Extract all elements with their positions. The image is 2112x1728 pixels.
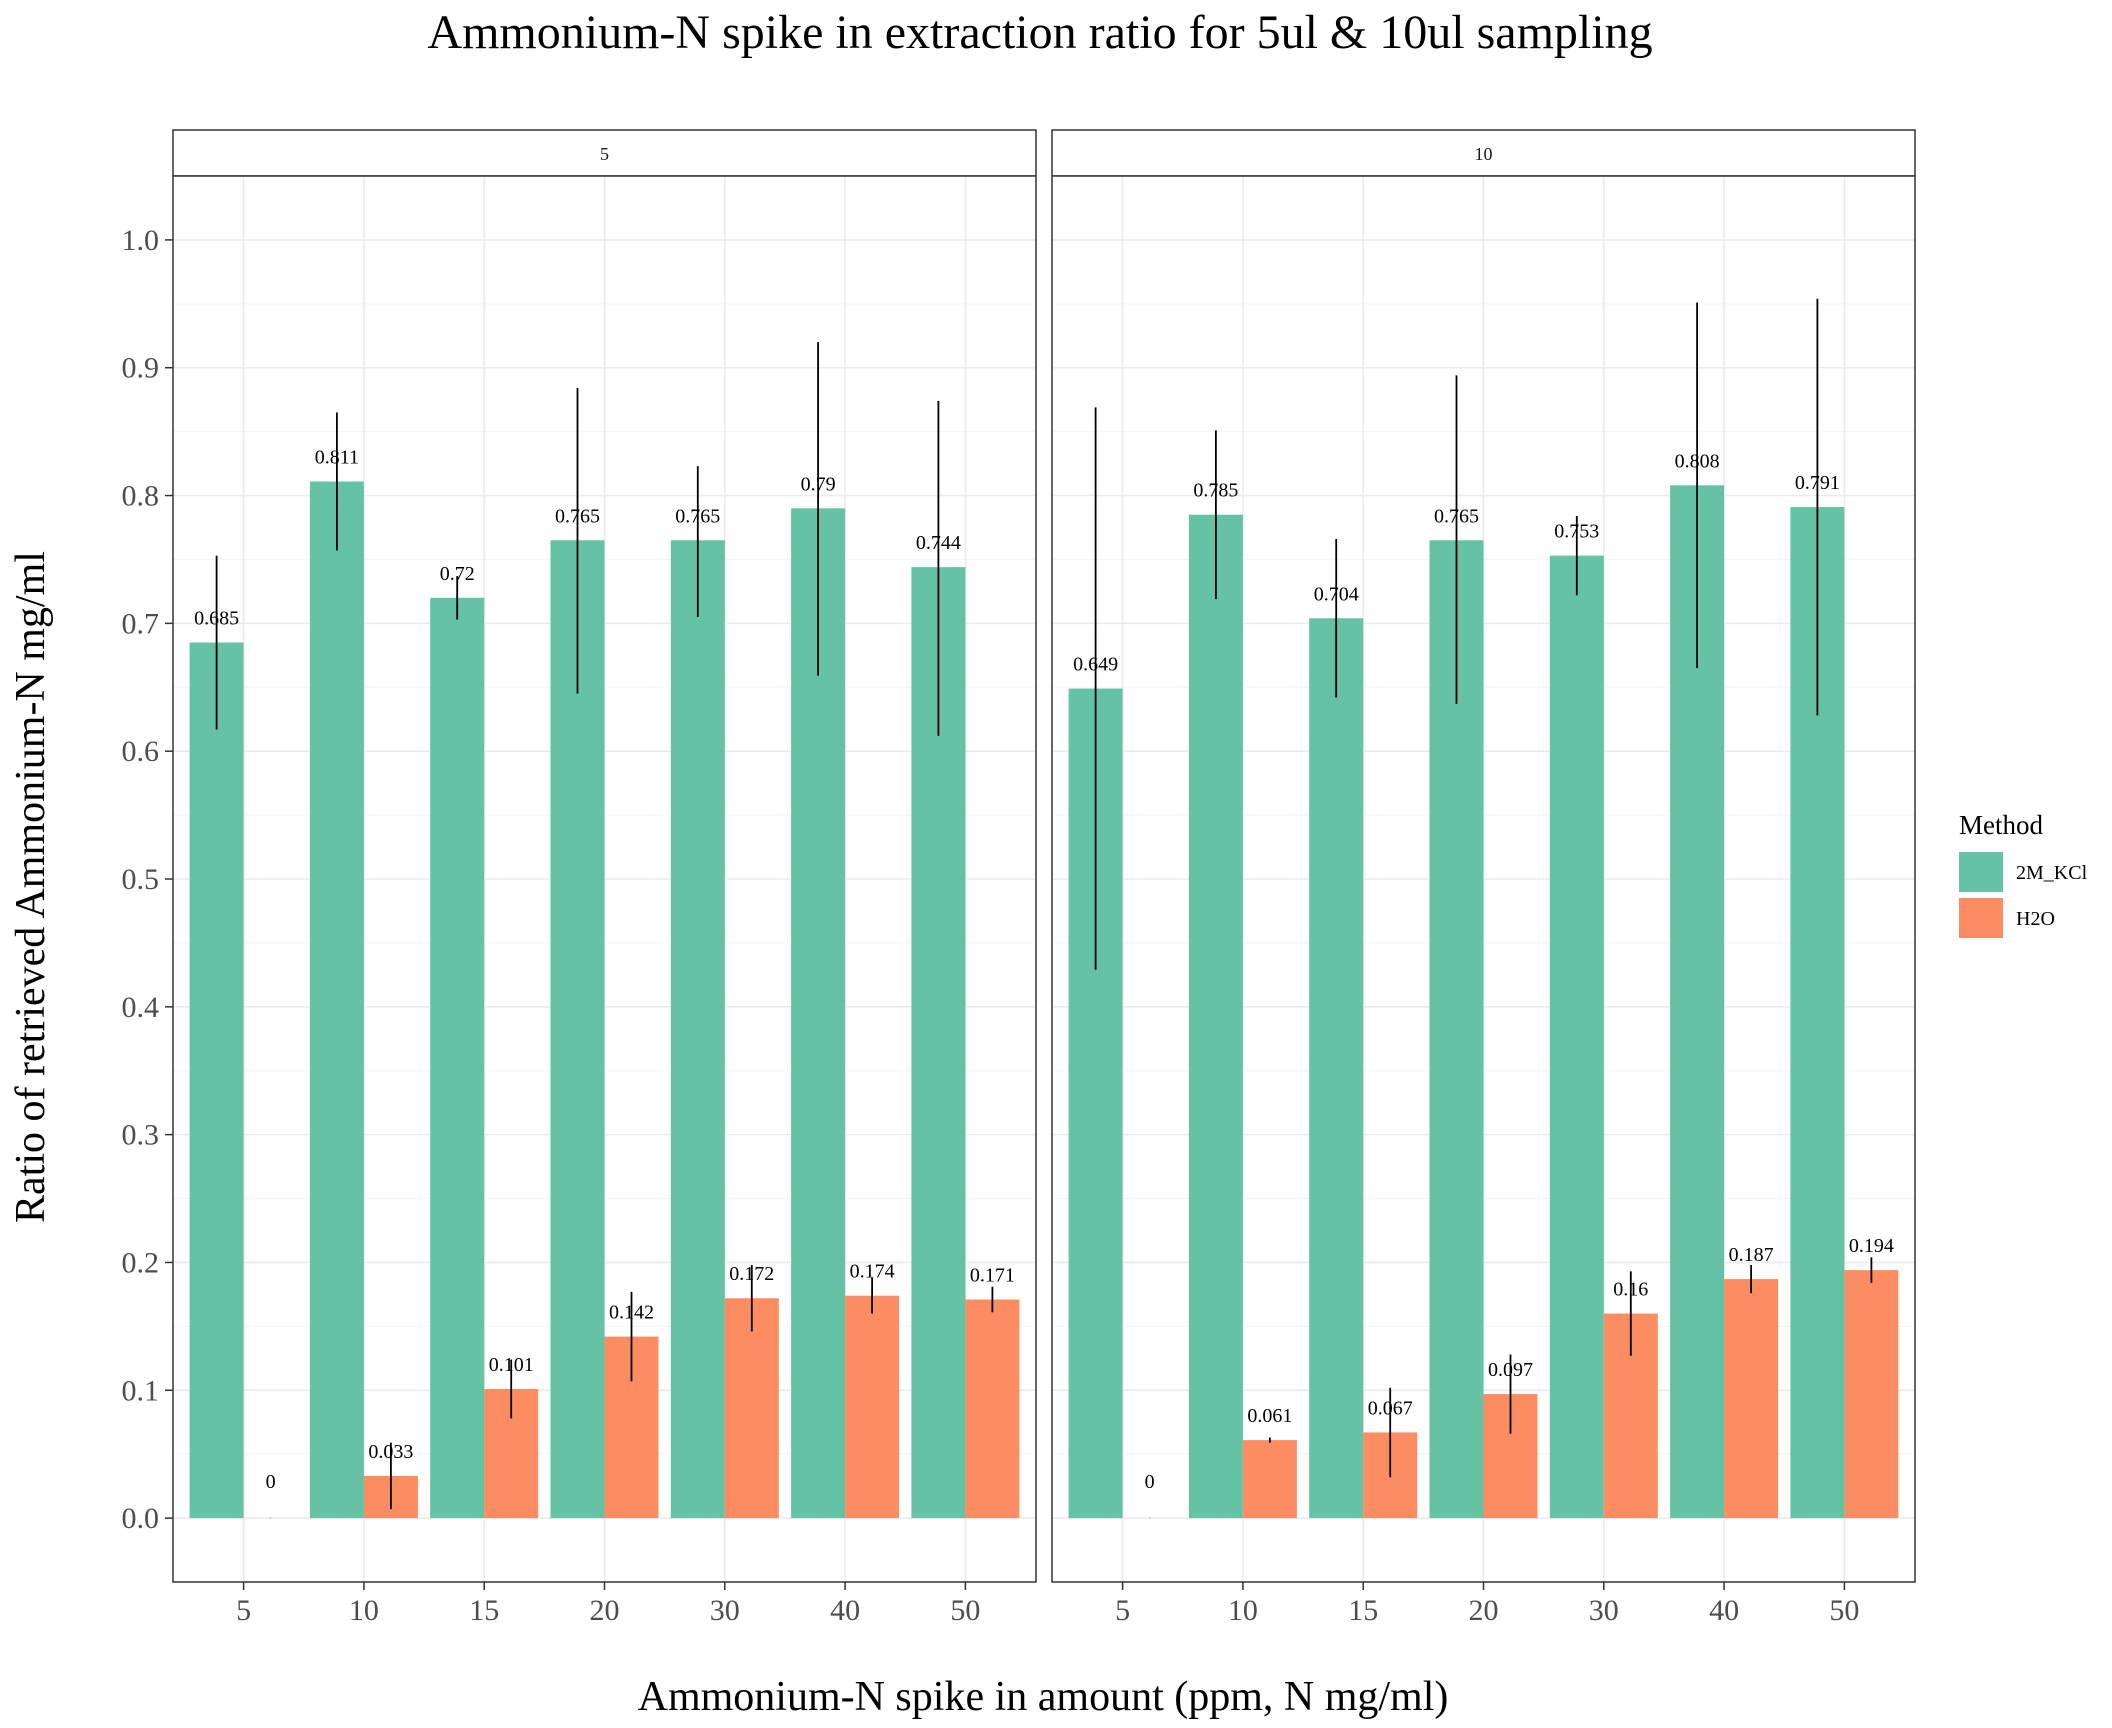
bar-2M_KCl-40 [791, 508, 846, 1519]
data-label: 0.753 [1554, 521, 1599, 543]
facet-strip [172, 129, 1037, 177]
y-tick-label: 0.7 [122, 607, 160, 640]
x-tick-label: 10 [1228, 1594, 1258, 1627]
data-label: 0.791 [1795, 472, 1840, 494]
y-tick-label: 0.9 [122, 352, 160, 385]
facet-strip-label: 10 [1475, 144, 1493, 164]
data-label: 0.142 [609, 1302, 654, 1324]
legend: Method 2M_KCl H2O [1959, 810, 2088, 938]
data-label: 0.171 [970, 1265, 1015, 1287]
y-axis-title: Ratio of retrieved Ammonium-N mg/ml [8, 551, 54, 1223]
data-label: 0.101 [489, 1354, 534, 1376]
data-label: 0.765 [555, 505, 600, 527]
data-label: 0.744 [916, 532, 961, 554]
facet-panels: 5 0.685 0.811 0.72 0.765 0.765 0.79 0.744 0 0.033… [122, 129, 1916, 1627]
x-tick-label: 50 [950, 1594, 980, 1627]
chart-title: Ammonium-N spike in extraction ratio for… [427, 6, 1652, 59]
x-tick-label: 5 [1115, 1594, 1130, 1627]
data-label: 0.765 [675, 505, 720, 527]
x-tick-label: 20 [590, 1594, 620, 1627]
data-label: 0.16 [1613, 1279, 1648, 1301]
facet-panel-10: 100.6490.7850.7040.7650.7530.8080.79100.… [1051, 129, 1916, 1627]
series-H2O: 0 0.061 0.067 0.097 0.16 0.187 0.194 [1145, 1235, 1899, 1519]
bar-2M_KCl-15 [1309, 618, 1364, 1519]
data-label: 0.033 [368, 1441, 413, 1463]
data-label: 0.097 [1488, 1359, 1533, 1381]
legend-item-2M_KCl: 2M_KCl [1959, 852, 2088, 892]
legend-item-H2O: H2O [1959, 898, 2055, 938]
x-tick-label: 10 [349, 1594, 379, 1627]
bar-2M_KCl-20 [550, 540, 605, 1519]
x-tick-label: 50 [1829, 1594, 1859, 1627]
bar-2M_KCl-5 [189, 642, 244, 1519]
legend-title: Method [1959, 810, 2043, 840]
x-tick-label: 30 [710, 1594, 740, 1627]
y-tick-label: 0.8 [122, 480, 160, 513]
x-tick-label: 20 [1469, 1594, 1499, 1627]
x-tick-label: 30 [1589, 1594, 1619, 1627]
data-label: 0.187 [1729, 1244, 1774, 1266]
y-tick-label: 0.6 [122, 735, 160, 768]
bar-2M_KCl-10 [309, 481, 364, 1519]
series-2M_KCl: 0.649 0.785 0.704 0.765 0.753 0.808 0.791 [1068, 298, 1845, 1519]
x-tick-label: 5 [236, 1594, 251, 1627]
data-label: 0.172 [729, 1263, 774, 1285]
data-label: 0.79 [801, 473, 836, 495]
series-2M_KCl: 0.685 0.811 0.72 0.765 0.765 0.79 0.744 [189, 342, 966, 1519]
bar-H2O-50 [1844, 1270, 1899, 1519]
y-tick-label: 0.5 [122, 863, 160, 896]
data-label: 0 [266, 1471, 276, 1493]
facet-strip [1051, 129, 1916, 177]
legend-label: H2O [2016, 908, 2055, 930]
bar-2M_KCl-30 [670, 540, 725, 1519]
bar-2M_KCl-30 [1549, 555, 1604, 1519]
data-label: 0.765 [1434, 505, 1479, 527]
bar-H2O-30 [724, 1298, 779, 1519]
data-label: 0.649 [1073, 654, 1118, 676]
bar-H2O-40 [1724, 1279, 1779, 1519]
x-tick-label: 15 [1348, 1594, 1378, 1627]
bar-H2O-10 [1242, 1440, 1297, 1519]
series-H2O: 0 0.033 0.101 0.142 0.172 0.174 0.171 [266, 1261, 1020, 1519]
facet-panel-5: 5 0.685 0.811 0.72 0.765 0.765 0.79 0.744 0 0.033… [172, 129, 1037, 1627]
data-label: 0.808 [1675, 450, 1720, 472]
y-tick-label: 0.0 [122, 1502, 160, 1535]
x-axis-title: Ammonium-N spike in amount (ppm, N mg/ml… [638, 1674, 1449, 1720]
x-tick-label: 40 [1709, 1594, 1739, 1627]
y-tick-label: 0.2 [122, 1246, 160, 1279]
data-label: 0.061 [1247, 1405, 1292, 1427]
bar-2M_KCl-15 [430, 597, 485, 1519]
legend-key [1959, 898, 2003, 938]
y-tick-label: 0.3 [122, 1119, 160, 1152]
data-label: 0.785 [1193, 480, 1238, 502]
data-label: 0.704 [1314, 583, 1359, 605]
legend-key [1959, 852, 2003, 892]
y-axis: 0.0 0.1 0.2 0.3 0.4 0.5 0.6 0.7 0.8 0.9 1.0 [122, 224, 173, 1535]
bar-2M_KCl-10 [1188, 514, 1243, 1519]
data-label: 0.72 [440, 563, 475, 585]
x-tick-label: 40 [830, 1594, 860, 1627]
data-label: 0.811 [315, 446, 359, 468]
data-label: 0.194 [1849, 1235, 1894, 1257]
x-tick-label: 15 [469, 1594, 499, 1627]
data-label: 0.685 [194, 608, 239, 630]
bar-H2O-50 [965, 1299, 1020, 1519]
data-label: 0 [1145, 1471, 1155, 1493]
facet-strip-label: 5 [600, 144, 609, 164]
data-label: 0.067 [1368, 1397, 1413, 1419]
y-tick-label: 1.0 [122, 224, 160, 257]
legend-label: 2M_KCl [2016, 862, 2088, 884]
y-tick-label: 0.4 [122, 991, 160, 1024]
bar-H2O-40 [845, 1295, 900, 1519]
y-tick-label: 0.1 [122, 1374, 160, 1407]
data-label: 0.174 [850, 1261, 895, 1283]
